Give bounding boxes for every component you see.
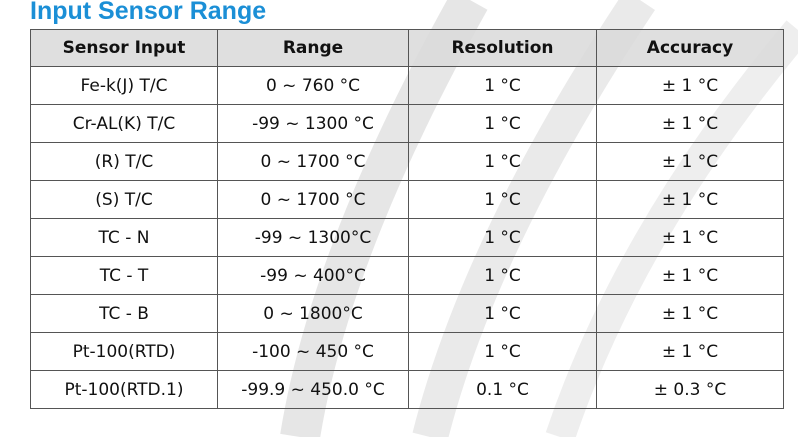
table-cell: Pt-100(RTD) (30, 332, 218, 371)
table-cell: 1 °C (408, 180, 597, 219)
table-cell: 0 ~ 1800°C (217, 294, 409, 333)
table-cell: 1 °C (408, 294, 597, 333)
table-cell: ± 1 °C (596, 142, 784, 181)
table-row: Cr-AL(K) T/C -99 ~ 1300 °C 1 °C ± 1 °C (30, 104, 784, 143)
table-cell: 1 °C (408, 332, 597, 371)
table-cell: ± 0.3 °C (596, 370, 784, 409)
table-row: (S) T/C 0 ~ 1700 °C 1 °C ± 1 °C (30, 180, 784, 219)
table-row: Pt-100(RTD) -100 ~ 450 °C 1 °C ± 1 °C (30, 332, 784, 371)
table-cell: ± 1 °C (596, 256, 784, 295)
table-cell: ± 1 °C (596, 66, 784, 105)
table-cell: (S) T/C (30, 180, 218, 219)
table-cell: ± 1 °C (596, 332, 784, 371)
table-row: TC - T -99 ~ 400°C 1 °C ± 1 °C (30, 256, 784, 295)
table-cell: -100 ~ 450 °C (217, 332, 409, 371)
table-row: Fe-k(J) T/C 0 ~ 760 °C 1 °C ± 1 °C (30, 66, 784, 105)
table-cell: Pt-100(RTD.1) (30, 370, 218, 409)
header-cell: Accuracy (596, 29, 784, 67)
table-cell: ± 1 °C (596, 104, 784, 143)
table-cell: 0 ~ 1700 °C (217, 180, 409, 219)
table-row: Pt-100(RTD.1) -99.9 ~ 450.0 °C 0.1 °C ± 0.3… (30, 370, 784, 409)
table-cell: ± 1 °C (596, 294, 784, 333)
header-cell: Resolution (408, 29, 597, 67)
table-row: (R) T/C 0 ~ 1700 °C 1 °C ± 1 °C (30, 142, 784, 181)
table-row: TC - N -99 ~ 1300°C 1 °C ± 1 °C (30, 218, 784, 257)
table-cell: 1 °C (408, 104, 597, 143)
table-body: Fe-k(J) T/C 0 ~ 760 °C 1 °C ± 1 °C Cr-AL(K) … (30, 66, 784, 409)
header-cell: Sensor Input (30, 29, 218, 67)
sensor-table: Sensor Input Range Resolution Accuracy Fe-k… (30, 29, 784, 409)
table-cell: -99.9 ~ 450.0 °C (217, 370, 409, 409)
table-cell: Fe-k(J) T/C (30, 66, 218, 105)
table-cell: 0 ~ 1700 °C (217, 142, 409, 181)
table-cell: (R) T/C (30, 142, 218, 181)
table-cell: 1 °C (408, 218, 597, 257)
table-cell: -99 ~ 1300 °C (217, 104, 409, 143)
title: Input Sensor Range (30, 0, 267, 25)
table-cell: 1 °C (408, 256, 597, 295)
table-cell: TC - N (30, 218, 218, 257)
table-cell: Cr-AL(K) T/C (30, 104, 218, 143)
header-row: Sensor Input Range Resolution Accuracy (30, 29, 784, 67)
table-cell: 0.1 °C (408, 370, 597, 409)
table-cell: ± 1 °C (596, 218, 784, 257)
table-cell: 1 °C (408, 142, 597, 181)
table-cell: 0 ~ 760 °C (217, 66, 409, 105)
table-cell: -99 ~ 1300°C (217, 218, 409, 257)
table-cell: TC - T (30, 256, 218, 295)
table-cell: TC - B (30, 294, 218, 333)
table-cell: ± 1 °C (596, 180, 784, 219)
table-cell: 1 °C (408, 66, 597, 105)
table-cell: -99 ~ 400°C (217, 256, 409, 295)
header-cell: Range (217, 29, 409, 67)
